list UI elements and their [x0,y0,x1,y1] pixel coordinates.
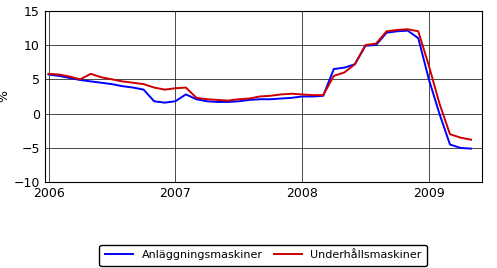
Underhållsmaskiner [299,93,305,96]
Underhållsmaskiner [278,93,284,96]
Anläggningsmaskiner [341,66,347,69]
Underhållsmaskiner [373,42,379,45]
Anläggningsmaskiner [193,98,199,101]
Anläggningsmaskiner [447,143,453,146]
Underhållsmaskiner [362,43,368,47]
Underhållsmaskiner [331,74,337,77]
Underhållsmaskiner [236,98,242,101]
Underhållsmaskiner [394,28,400,32]
Underhållsmaskiner [225,99,231,102]
Underhållsmaskiner [56,73,62,76]
Anläggningsmaskiner [236,100,242,103]
Underhållsmaskiner [458,136,464,139]
Anläggningsmaskiner [415,36,421,40]
Anläggningsmaskiner [215,100,221,103]
Underhållsmaskiner [384,30,390,33]
Anläggningsmaskiner [310,95,316,98]
Underhållsmaskiner [426,64,432,67]
Anläggningsmaskiner [67,76,73,80]
Anläggningsmaskiner [98,81,104,84]
Anläggningsmaskiner [362,44,368,47]
Underhållsmaskiner [267,94,273,97]
Underhållsmaskiner [119,80,125,83]
Underhållsmaskiner [183,86,189,89]
Anläggningsmaskiner [119,85,125,88]
Anläggningsmaskiner [109,83,115,86]
Underhållsmaskiner [436,102,442,105]
Underhållsmaskiner [405,28,411,31]
Anläggningsmaskiner [331,68,337,71]
Underhållsmaskiner [88,72,94,76]
Underhållsmaskiner [193,96,199,99]
Anläggningsmaskiner [320,94,326,97]
Underhållsmaskiner [109,78,115,81]
Anläggningsmaskiner [151,100,157,103]
Underhållsmaskiner [447,133,453,136]
Anläggningsmaskiner [183,93,189,96]
Anläggningsmaskiner [289,96,295,99]
Underhållsmaskiner [172,87,178,90]
Legend: Anläggningsmaskiner, Underhållsmaskiner: Anläggningsmaskiner, Underhållsmaskiner [99,245,427,266]
Underhållsmaskiner [204,98,210,101]
Anläggningsmaskiner [278,97,284,100]
Anläggningsmaskiner [352,63,358,66]
Anläggningsmaskiner [384,31,390,34]
Line: Anläggningsmaskiner: Anläggningsmaskiner [49,31,471,149]
Underhållsmaskiner [98,76,104,79]
Underhållsmaskiner [162,88,167,91]
Underhållsmaskiner [215,98,221,102]
Anläggningsmaskiner [56,74,62,77]
Anläggningsmaskiner [172,100,178,103]
Underhållsmaskiner [130,81,136,84]
Underhållsmaskiner [352,63,358,66]
Anläggningsmaskiner [426,78,432,81]
Y-axis label: %: % [0,91,11,102]
Anläggningsmaskiner [141,88,147,91]
Anläggningsmaskiner [88,80,94,83]
Underhållsmaskiner [67,75,73,78]
Anläggningsmaskiner [394,30,400,33]
Underhållsmaskiner [151,86,157,89]
Underhållsmaskiner [415,30,421,33]
Line: Underhållsmaskiner: Underhållsmaskiner [49,29,471,140]
Anläggningsmaskiner [373,43,379,47]
Underhållsmaskiner [77,78,83,81]
Underhållsmaskiner [141,83,147,86]
Anläggningsmaskiner [458,146,464,150]
Anläggningsmaskiner [299,95,305,98]
Anläggningsmaskiner [46,73,52,76]
Anläggningsmaskiner [436,112,442,115]
Underhållsmaskiner [320,94,326,97]
Anläggningsmaskiner [130,86,136,89]
Underhållsmaskiner [310,94,316,97]
Anläggningsmaskiner [257,98,263,101]
Underhållsmaskiner [46,72,52,76]
Underhållsmaskiner [468,138,474,141]
Anläggningsmaskiner [247,98,252,102]
Anläggningsmaskiner [204,100,210,103]
Underhållsmaskiner [341,71,347,74]
Anläggningsmaskiner [405,29,411,32]
Anläggningsmaskiner [77,79,83,82]
Underhållsmaskiner [247,97,252,100]
Underhållsmaskiner [289,92,295,95]
Anläggningsmaskiner [468,147,474,150]
Underhållsmaskiner [257,95,263,98]
Anläggningsmaskiner [162,101,167,104]
Anläggningsmaskiner [267,98,273,101]
Anläggningsmaskiner [225,100,231,103]
